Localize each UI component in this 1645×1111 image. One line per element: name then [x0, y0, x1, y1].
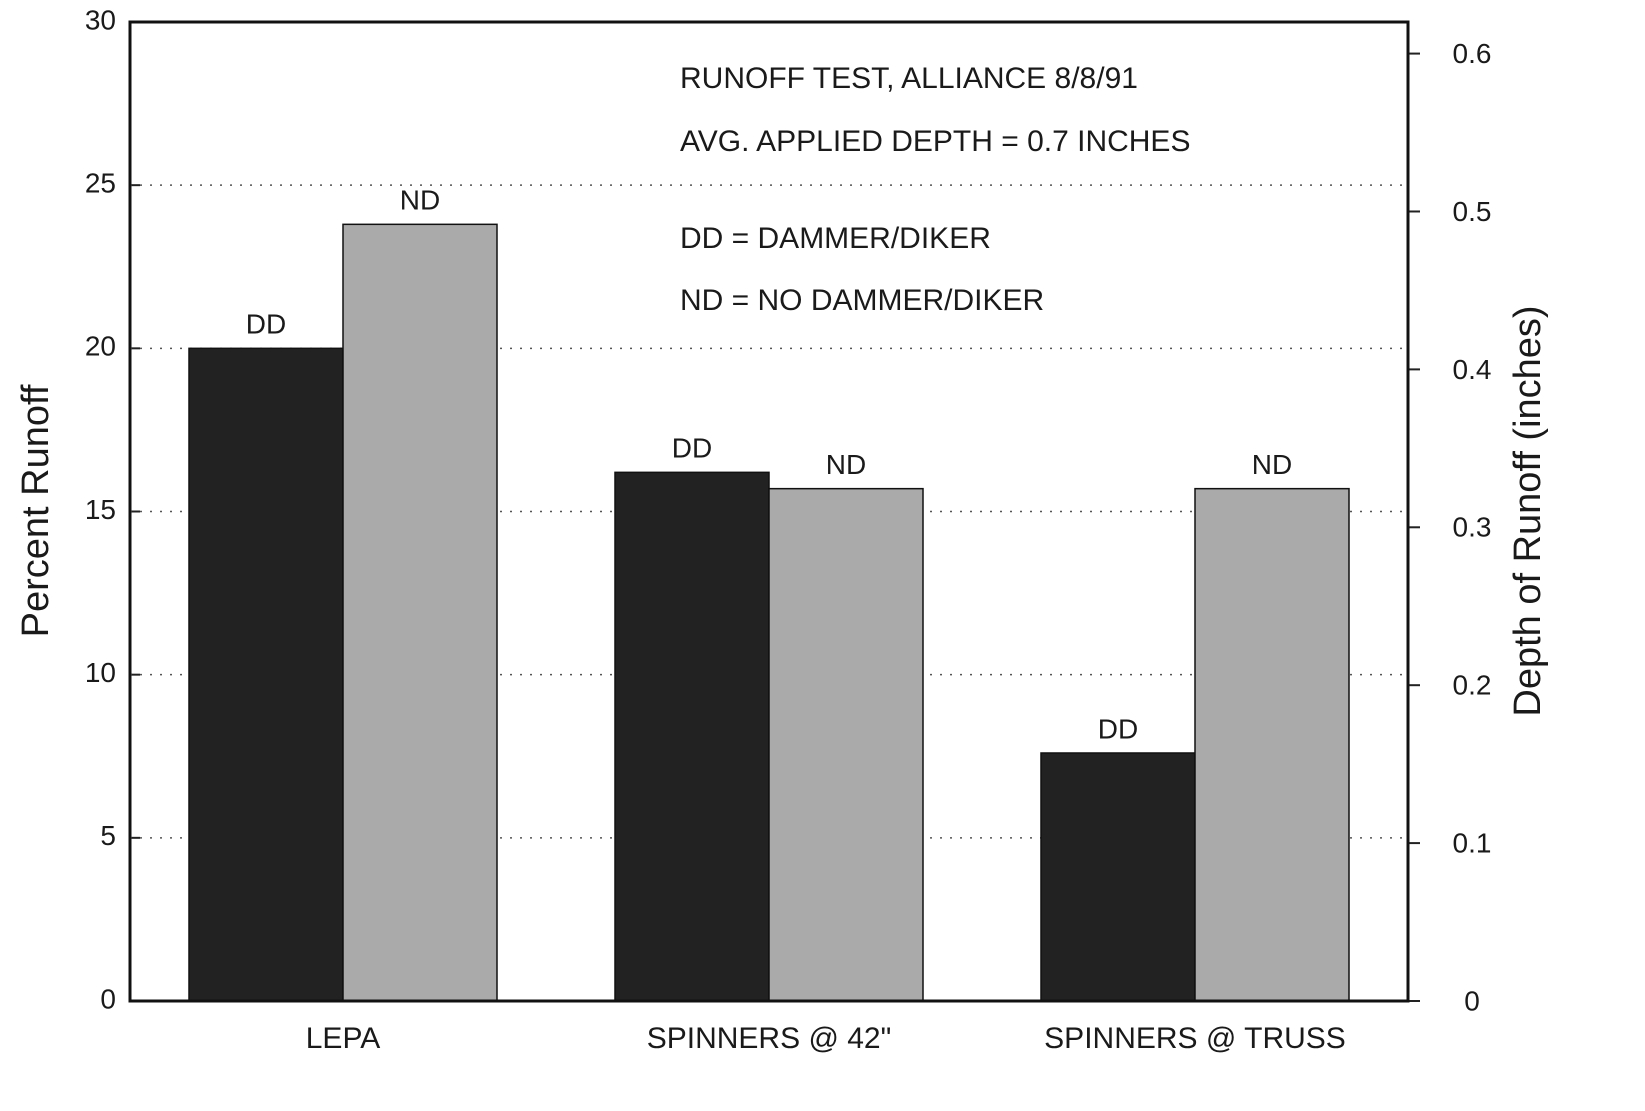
data-label: DD	[246, 309, 286, 340]
y2-tick-label: 0.5	[1453, 196, 1492, 227]
bar	[768, 487, 924, 1002]
annotation: DD = DAMMER/DIKER	[680, 222, 991, 255]
y-tick-label: 30	[85, 4, 116, 35]
y2-tick-label: 0.6	[1453, 38, 1492, 69]
bar	[1040, 752, 1196, 1002]
bar	[188, 347, 344, 1002]
data-label: ND	[400, 185, 440, 216]
data-label: DD	[1098, 713, 1138, 744]
y-tick-label: 0	[100, 983, 116, 1014]
data-label: ND	[826, 449, 866, 480]
y2-tick-label: 0.2	[1453, 670, 1492, 701]
y-tick-label: 25	[85, 168, 116, 199]
annotation: AVG. APPLIED DEPTH = 0.7 INCHES	[680, 125, 1190, 158]
plot-frame	[128, 20, 1410, 1003]
y-tick-label: 20	[85, 331, 116, 362]
data-label: DD	[672, 433, 712, 464]
bar	[614, 471, 770, 1002]
y2-tick-label: 0	[1464, 985, 1480, 1016]
data-label: ND	[1252, 449, 1292, 480]
y2-axis-label: Depth of Runoff (inches)	[1507, 305, 1549, 716]
bar	[342, 223, 498, 1002]
y-tick-label: 5	[100, 820, 116, 851]
x-tick-label: SPINNERS @ 42"	[647, 1022, 892, 1055]
x-tick-label: LEPA	[306, 1022, 381, 1055]
y-axis-label: Percent Runoff	[15, 384, 57, 637]
y-tick-label: 15	[85, 494, 116, 525]
y-tick-label: 10	[85, 657, 116, 688]
y2-tick-label: 0.4	[1453, 354, 1492, 385]
bar	[1194, 487, 1350, 1002]
x-tick-label: SPINNERS @ TRUSS	[1044, 1022, 1346, 1055]
annotation: RUNOFF TEST, ALLIANCE 8/8/91	[680, 62, 1138, 95]
y2-tick-label: 0.3	[1453, 512, 1492, 543]
y2-tick-label: 0.1	[1453, 827, 1492, 858]
annotation: ND = NO DAMMER/DIKER	[680, 284, 1044, 317]
